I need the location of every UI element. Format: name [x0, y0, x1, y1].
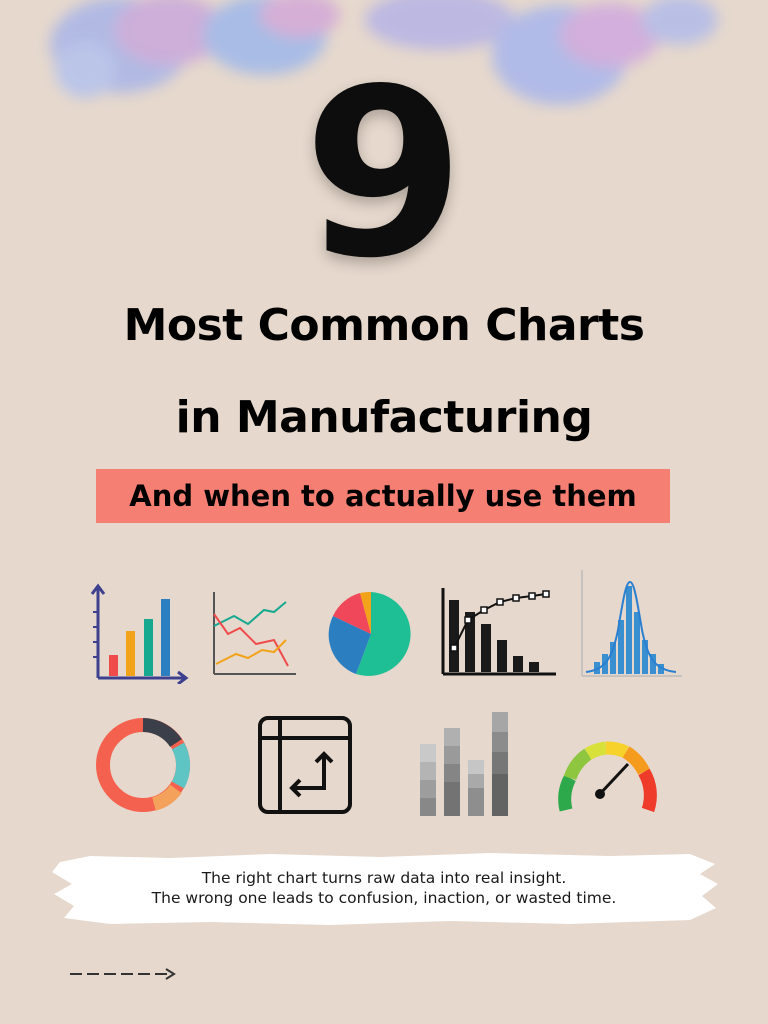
- brush-stroke-background: [52, 853, 718, 925]
- subtitle-banner: And when to actually use them: [96, 469, 670, 523]
- headline-line-1: Most Common Charts: [123, 300, 645, 351]
- dashed-arrow-icon: [70, 968, 176, 980]
- caption-line-1: The right chart turns raw data into real…: [201, 869, 567, 887]
- gauge-icon: [558, 741, 657, 813]
- headline-line-2: in Manufacturing: [175, 392, 593, 443]
- line-chart-icon: [213, 592, 296, 675]
- caption-text: The right chart turns raw data into real…: [60, 868, 708, 908]
- swap-table-icon: [258, 716, 352, 814]
- pareto-chart-icon: [441, 588, 556, 676]
- watercolor-decoration: [50, 0, 718, 105]
- histogram-icon: [581, 570, 682, 677]
- donut-chart-icon: [96, 718, 191, 812]
- bar-chart-icon: [90, 583, 189, 684]
- pie-chart-icon: [328, 591, 411, 676]
- caption-line-2: The wrong one leads to confusion, inacti…: [151, 889, 617, 907]
- big-number-nine: 9: [303, 39, 465, 309]
- stacked-bar-icon: [420, 712, 508, 816]
